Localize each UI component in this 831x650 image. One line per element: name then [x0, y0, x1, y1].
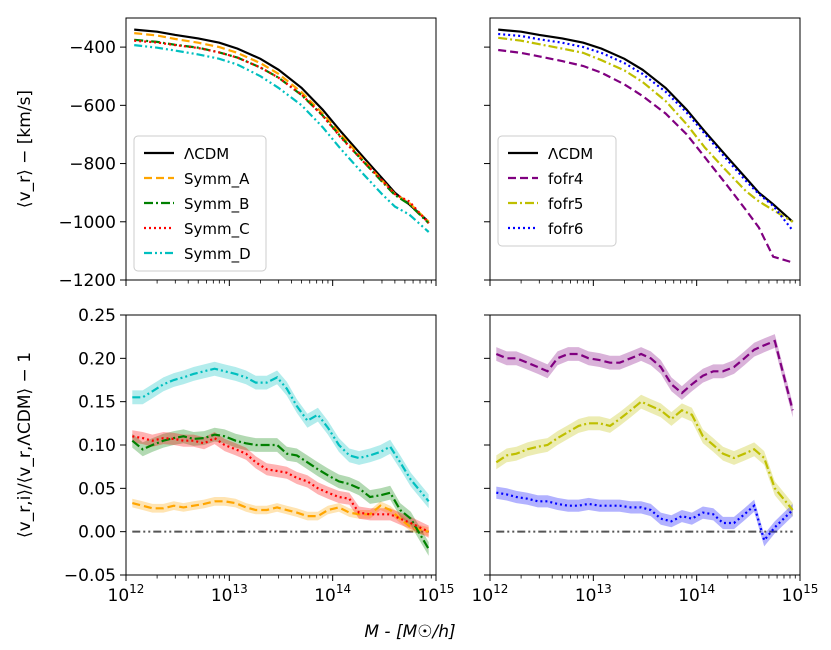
- y-tick-label: −1200: [58, 271, 116, 291]
- series-line-fofr5: [498, 36, 794, 223]
- band-fofr6: [496, 486, 793, 547]
- x-tick-label: 1015: [418, 582, 455, 606]
- plot-area: [495, 334, 794, 547]
- plot-area: [498, 28, 794, 264]
- y-tick-label: −0.05: [64, 566, 116, 586]
- panel-top-right: ΛCDM fofr4 fofr5 fofr6: [484, 17, 801, 286]
- x-tick-label: 1014: [314, 582, 351, 606]
- series-line-Symm_D: [134, 44, 430, 233]
- x-tick-label: 1015: [782, 582, 819, 606]
- y-axis-label: ⟨v_r⟩ − [km/s]: [15, 90, 35, 208]
- legend: ΛCDM fofr4 fofr5 fofr6: [497, 135, 617, 247]
- x-tick-label: 1013: [211, 582, 248, 606]
- legend: ΛCDM Symm_A Symm_B Symm_C Symm_D: [133, 135, 267, 272]
- series-line-Symm_A: [132, 500, 429, 533]
- legend-box: [133, 135, 267, 272]
- legend-label: ΛCDM: [548, 145, 593, 163]
- y-tick-label: 0.05: [78, 479, 116, 499]
- y-axis-label: ⟨v_r,i⟩/⟨v_r,ΛCDM⟩ − 1: [15, 352, 35, 538]
- plot-area: [134, 28, 430, 233]
- x-axis-label: M - [M☉/h]: [364, 622, 455, 642]
- series-line-ΛCDM: [134, 28, 430, 223]
- legend-label: ΛCDM: [184, 145, 229, 163]
- x-tick-label: 1012: [108, 582, 145, 606]
- axes-frame: [125, 17, 437, 281]
- y-tick-label: −600: [69, 96, 116, 116]
- axes-frame: [489, 17, 801, 281]
- y-tick-label: −400: [69, 38, 116, 58]
- series-line-fofr4: [495, 339, 794, 411]
- legend-label: fofr5: [548, 195, 583, 213]
- series-line-Symm_C: [132, 435, 430, 533]
- y-tick-label: −1000: [58, 213, 116, 233]
- x-tick-label: 1012: [472, 582, 509, 606]
- series-line-Symm_C: [134, 39, 430, 224]
- legend-label: Symm_C: [184, 220, 250, 239]
- series-line-Symm_A: [134, 32, 430, 223]
- panel-bottom-left: 1012 1013 1014 1015 −0.05 0.00 0.05 0.10 0.15 0.2…: [15, 306, 454, 606]
- panel-bottom-right: 1012 1013 1014 1015: [472, 314, 819, 606]
- y-tick-label: 0.00: [78, 523, 116, 543]
- series-line-fofr6: [496, 491, 794, 543]
- plot-area: [131, 361, 430, 556]
- legend-label: fofr6: [548, 220, 583, 238]
- legend-label: Symm_A: [184, 170, 250, 189]
- y-tick-label: 0.20: [78, 349, 116, 369]
- series-line-Symm_D: [132, 367, 430, 503]
- series-line-ΛCDM: [498, 28, 794, 223]
- x-tick-label: 1014: [678, 582, 715, 606]
- y-tick-label: 0.10: [78, 436, 116, 456]
- x-tick-label: 1013: [575, 582, 612, 606]
- series-line-fofr5: [495, 400, 794, 511]
- y-tick-label: −800: [69, 155, 116, 175]
- y-tick-label: 0.15: [78, 393, 116, 413]
- panel-top-left: −400 −600 −800 −1000 −1200 ⟨v_r⟩ − [km/s] ΛCDM…: [15, 17, 437, 291]
- legend-box: [497, 135, 617, 247]
- band-Symm_C: [132, 430, 429, 538]
- band-fofr5: [496, 394, 793, 517]
- legend-label: Symm_D: [184, 245, 251, 264]
- legend-label: Symm_B: [184, 195, 249, 214]
- band-Symm_A: [132, 497, 429, 536]
- series-line-fofr6: [498, 32, 794, 232]
- series-line-Symm_B: [131, 433, 430, 550]
- legend-label: fofr4: [548, 170, 583, 188]
- y-tick-label: 0.25: [78, 306, 116, 326]
- series-line-fofr4: [498, 48, 794, 264]
